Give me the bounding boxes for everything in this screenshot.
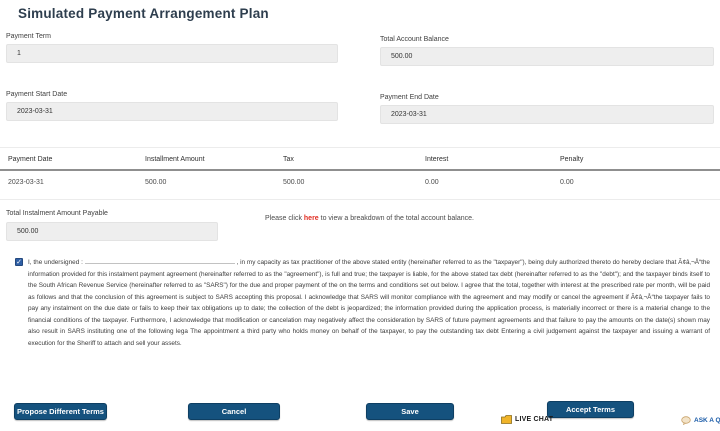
payment-term-label: Payment Term: [6, 33, 51, 40]
payment-end-date-label: Payment End Date: [380, 94, 439, 101]
declaration-checkbox[interactable]: ✓: [15, 258, 23, 266]
page-title: Simulated Payment Arrangement Plan: [18, 6, 269, 21]
check-icon: ✓: [16, 259, 22, 266]
col-payment-date: Payment Date: [8, 156, 53, 163]
breakdown-here-link[interactable]: here: [303, 215, 319, 222]
cell-installment-amount: 500.00: [145, 179, 167, 186]
cancel-button[interactable]: Cancel: [188, 403, 280, 420]
payment-start-date-input[interactable]: 2023-03-31: [6, 102, 338, 121]
declaration-block: I, the undersigned : , in my capacity as…: [28, 257, 710, 349]
cell-interest: 0.00: [425, 179, 439, 186]
breakdown-note-prefix: Please click: [265, 215, 304, 222]
declaration-body: , in my capacity as tax practitioner of …: [28, 259, 710, 347]
live-chat-label: LIVE CHAT: [515, 416, 554, 423]
col-installment-amount: Installment Amount: [145, 156, 205, 163]
cell-tax: 500.00: [283, 179, 305, 186]
live-chat-icon: [501, 415, 512, 424]
table-bottom-border: [0, 199, 720, 200]
ask-question-widget[interactable]: ASK A QU: [681, 416, 720, 425]
ask-question-icon: [681, 416, 691, 425]
payment-start-date-label: Payment Start Date: [6, 91, 68, 98]
col-interest: Interest: [425, 156, 449, 163]
table-header-rule: [0, 169, 720, 171]
breakdown-note-suffix: to view a breakdown of the total account…: [318, 215, 474, 222]
ask-question-label: ASK A QU: [694, 417, 720, 424]
accept-terms-button[interactable]: Accept Terms: [547, 401, 634, 418]
save-button[interactable]: Save: [366, 403, 454, 420]
live-chat-widget[interactable]: LIVE CHAT: [501, 415, 553, 424]
col-penalty: Penalty: [560, 156, 584, 163]
declaration-intro: I, the undersigned :: [28, 259, 83, 266]
total-instalment-label: Total Instalment Amount Payable: [6, 210, 108, 217]
total-account-balance-label: Total Account Balance: [380, 36, 449, 43]
total-account-balance-input[interactable]: 500.00: [380, 47, 714, 66]
payment-end-date-input[interactable]: 2023-03-31: [380, 105, 714, 124]
payment-term-input[interactable]: 1: [6, 44, 338, 63]
propose-different-terms-button[interactable]: Propose Different Terms: [14, 403, 107, 420]
table-top-border: [0, 147, 720, 148]
table-header-row: Payment Date Installment Amount Tax Inte…: [0, 156, 720, 163]
breakdown-note: Please click here to view a breakdown of…: [265, 215, 474, 222]
signatory-blank-field[interactable]: [84, 258, 235, 264]
cell-penalty: 0.00: [560, 179, 574, 186]
table-row: 2023-03-31 500.00 500.00 0.00 0.00: [0, 179, 720, 186]
total-instalment-input[interactable]: 500.00: [6, 222, 218, 241]
cell-payment-date: 2023-03-31: [8, 179, 44, 186]
col-tax: Tax: [283, 156, 294, 163]
